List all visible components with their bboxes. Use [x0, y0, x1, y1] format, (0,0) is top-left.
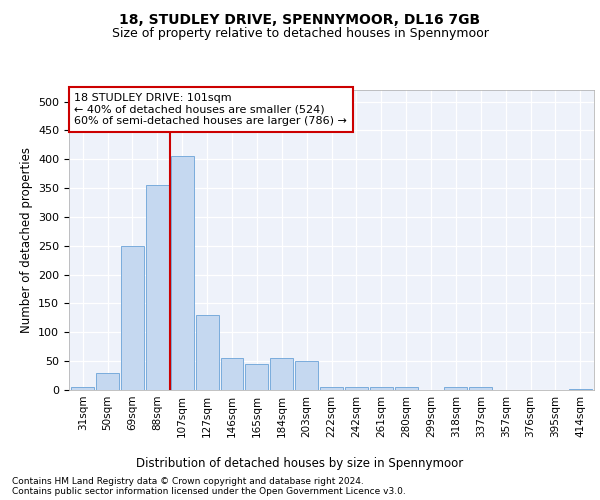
Text: Contains HM Land Registry data © Crown copyright and database right 2024.: Contains HM Land Registry data © Crown c…	[12, 478, 364, 486]
Bar	[196, 315, 218, 390]
Bar	[71, 387, 94, 390]
Bar	[320, 387, 343, 390]
Text: Contains public sector information licensed under the Open Government Licence v3: Contains public sector information licen…	[12, 488, 406, 496]
Text: Distribution of detached houses by size in Spennymoor: Distribution of detached houses by size …	[136, 458, 464, 470]
Bar	[221, 358, 244, 390]
Bar	[121, 246, 144, 390]
Bar	[295, 361, 318, 390]
Bar	[146, 185, 169, 390]
Bar	[569, 389, 592, 390]
Bar	[345, 387, 368, 390]
Bar	[270, 358, 293, 390]
Bar	[469, 387, 492, 390]
Bar	[171, 156, 194, 390]
Text: 18 STUDLEY DRIVE: 101sqm
← 40% of detached houses are smaller (524)
60% of semi-: 18 STUDLEY DRIVE: 101sqm ← 40% of detach…	[74, 93, 347, 126]
Bar	[445, 387, 467, 390]
Bar	[245, 364, 268, 390]
Bar	[370, 387, 393, 390]
Y-axis label: Number of detached properties: Number of detached properties	[20, 147, 32, 333]
Bar	[395, 387, 418, 390]
Bar	[96, 372, 119, 390]
Text: 18, STUDLEY DRIVE, SPENNYMOOR, DL16 7GB: 18, STUDLEY DRIVE, SPENNYMOOR, DL16 7GB	[119, 12, 481, 26]
Text: Size of property relative to detached houses in Spennymoor: Size of property relative to detached ho…	[112, 28, 488, 40]
